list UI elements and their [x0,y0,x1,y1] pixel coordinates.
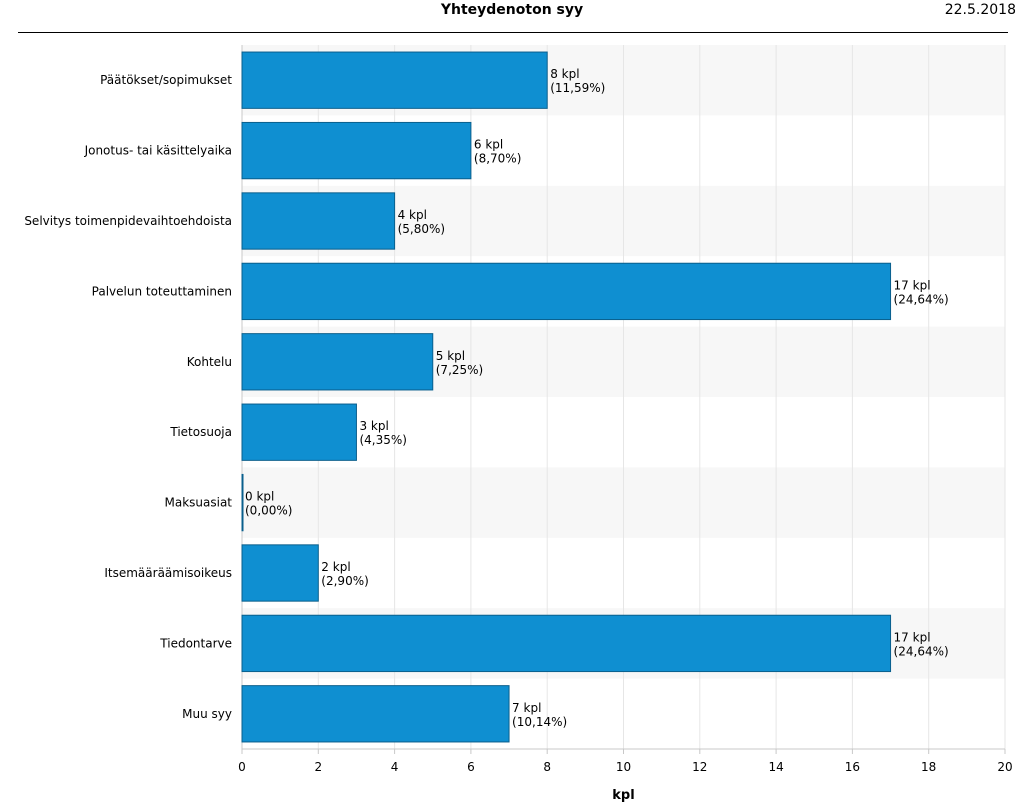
percent-label: (2,90%) [321,574,368,588]
category-label: Muu syy [182,707,232,721]
category-label: Maksuasiat [164,496,232,510]
bar [241,685,510,743]
category-label: Tiedontarve [159,636,232,650]
category-label: Palvelun toteuttaminen [92,284,232,298]
percent-label: (0,00%) [245,504,292,518]
x-tick-label: 14 [768,760,783,774]
percent-label: (8,70%) [474,152,521,166]
x-tick-label: 10 [616,760,631,774]
x-tick-label: 6 [467,760,475,774]
x-tick-label: 2 [314,760,322,774]
value-label: 17 kpl [894,630,931,644]
category-label: Selvitys toimenpidevaihtoehdoista [24,214,232,228]
x-tick-label: 16 [845,760,860,774]
bar [241,473,244,532]
x-axis-title: kpl [612,788,634,803]
bar [241,262,892,321]
percent-label: (4,35%) [359,433,406,447]
header-divider [18,32,1008,33]
category-label: Päätökset/sopimukset [100,73,232,87]
x-tick-label: 8 [543,760,551,774]
percent-label: (7,25%) [436,363,483,377]
value-label: 8 kpl [550,67,579,81]
bar [241,403,357,461]
x-tick-label: 20 [997,760,1012,774]
report-date: 22.5.2018 [944,2,1016,18]
percent-label: (5,80%) [398,222,445,236]
percent-label: (24,64%) [894,644,949,658]
chart-title: Yhteydenoton syy [440,2,584,18]
value-label: 5 kpl [436,349,465,363]
category-label: Kohtelu [187,355,232,369]
x-tick-label: 12 [692,760,707,774]
value-label: 7 kpl [512,701,541,715]
category-label: Jonotus- tai käsittelyaika [84,144,232,158]
bar [241,333,434,391]
bar [241,51,548,109]
percent-label: (24,64%) [894,292,949,306]
x-tick-label: 0 [238,760,246,774]
bar [241,192,396,250]
category-label: Tietosuoja [169,425,232,439]
value-label: 3 kpl [359,419,388,433]
percent-label: (11,59%) [550,81,605,95]
value-label: 0 kpl [245,490,274,504]
x-tick-label: 18 [921,760,936,774]
bar [241,614,892,673]
value-label: 6 kpl [474,138,503,152]
bar [241,544,319,602]
value-label: 2 kpl [321,560,350,574]
category-label: Itsemääräämisoikeus [104,566,232,580]
value-label: 17 kpl [894,278,931,292]
x-tick-label: 4 [391,760,399,774]
percent-label: (10,14%) [512,715,567,729]
bar [241,121,472,180]
value-label: 4 kpl [398,208,427,222]
